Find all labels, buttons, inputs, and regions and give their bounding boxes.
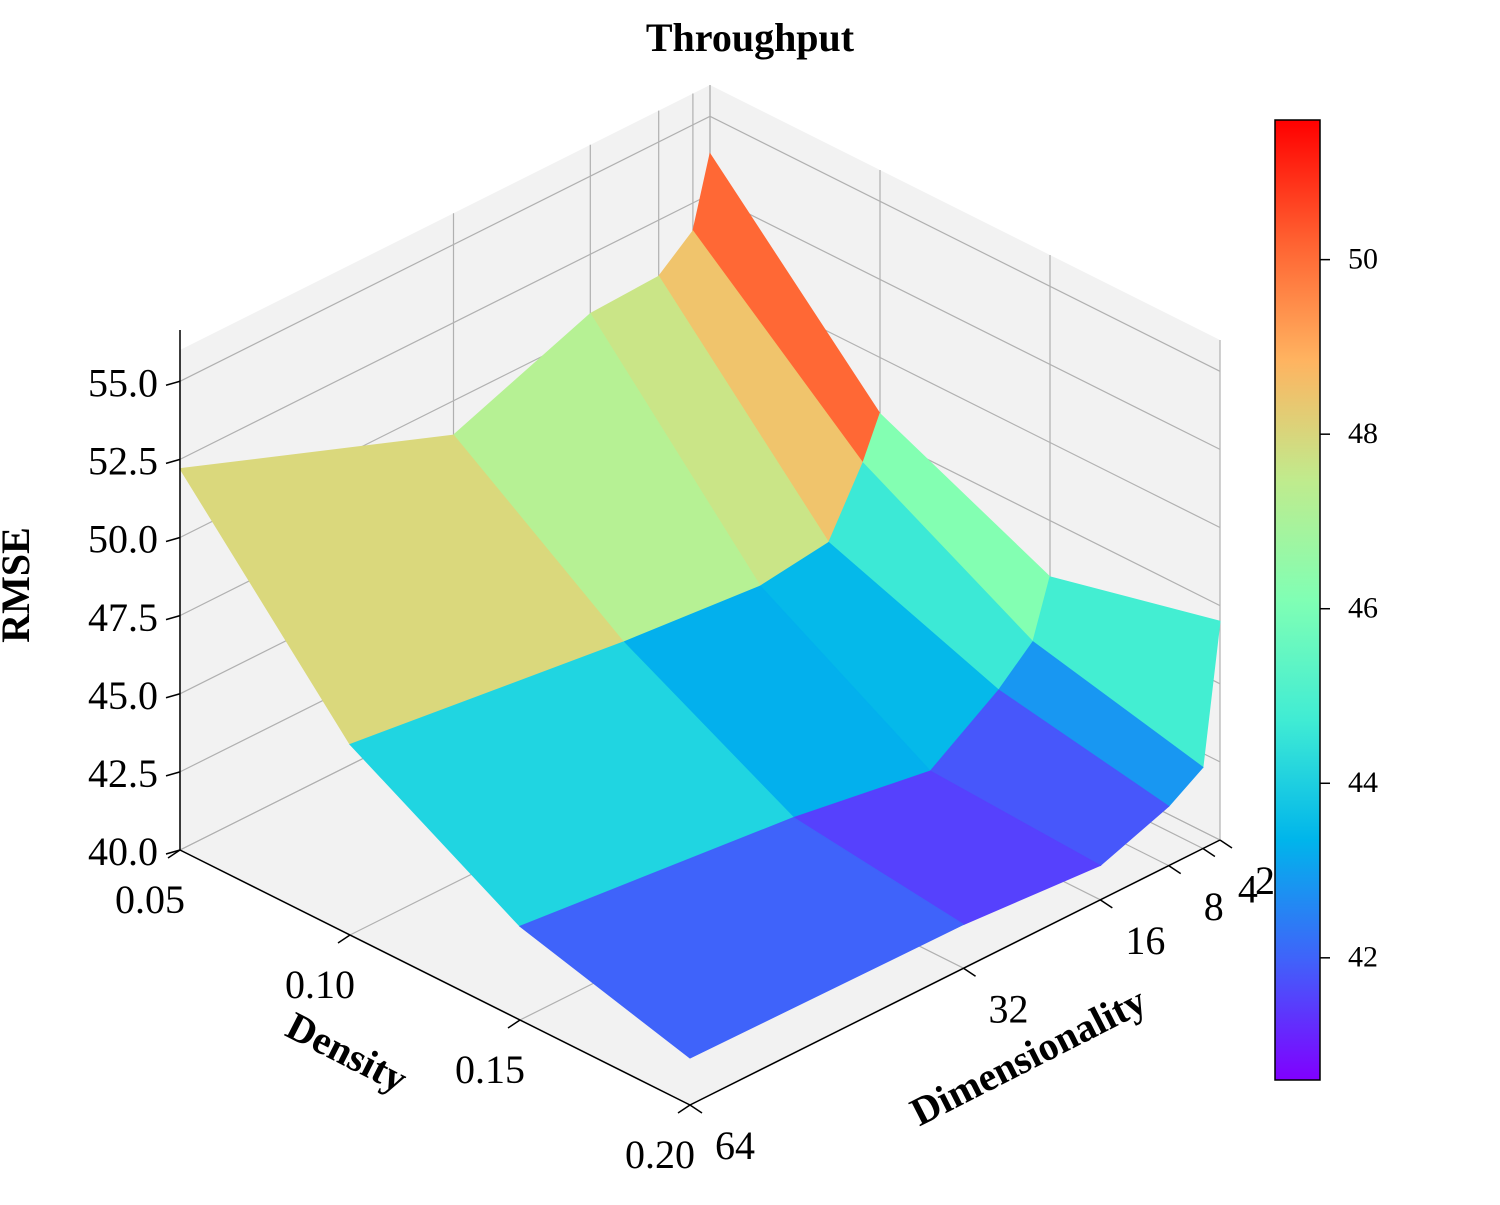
x-tick-label: 0.05 — [115, 877, 185, 922]
x-axis-label: Density — [279, 1003, 414, 1102]
y-axis-line — [689, 839, 1221, 1106]
y-tick-label: 16 — [1125, 918, 1165, 963]
y-tick-label: 2 — [1255, 858, 1275, 903]
y-tick-label: 4 — [1238, 867, 1258, 912]
z-tick — [165, 380, 181, 386]
x-tick-label: 0.20 — [625, 1132, 695, 1177]
z-tick-label: 50.0 — [88, 517, 158, 562]
y-tick — [1099, 899, 1113, 909]
colorbar-tick-label: 50 — [1348, 243, 1378, 276]
z-tick-label: 55.0 — [88, 360, 158, 405]
colorbar-tick-label: 46 — [1348, 592, 1378, 625]
z-axis-label: RMSE — [0, 527, 38, 643]
chart-title: Throughput — [646, 15, 855, 60]
x-tick — [337, 934, 351, 944]
x-tick — [167, 849, 181, 859]
z-tick-label: 52.5 — [88, 439, 158, 484]
z-tick — [165, 536, 181, 543]
z-tick — [165, 693, 181, 699]
z-tick-label: 47.5 — [88, 595, 158, 640]
y-tick — [689, 1104, 703, 1114]
y-tick — [1219, 839, 1233, 849]
y-tick-label: 32 — [989, 986, 1029, 1031]
z-tick-label: 42.5 — [88, 751, 158, 796]
x-axis-line — [179, 849, 691, 1106]
colorbar-tick-label: 48 — [1348, 417, 1378, 450]
z-tick-label: 40.0 — [88, 829, 158, 874]
x-tick — [507, 1019, 521, 1029]
y-tick — [1168, 865, 1182, 875]
x-tick-label: 0.15 — [455, 1047, 525, 1092]
y-tick — [963, 967, 976, 977]
y-tick-label: 8 — [1204, 884, 1224, 929]
x-tick-label: 0.10 — [285, 962, 355, 1007]
x-tick — [677, 1104, 691, 1114]
surface — [179, 152, 1221, 1059]
axes: 40.0 42.5 45.0 47.5 50.0 52.5 55.0 0.05 0.10 0.15… — [88, 330, 1275, 1177]
surface-face — [519, 817, 965, 1059]
z-tick — [165, 771, 181, 777]
colorbar — [1274, 119, 1321, 1081]
z-tick — [165, 458, 181, 465]
y-tick — [1202, 847, 1216, 858]
y-tick-label: 64 — [715, 1123, 755, 1168]
colorbar-tick-label: 42 — [1348, 941, 1378, 974]
z-tick-label: 45.0 — [88, 673, 158, 718]
z-tick — [165, 614, 181, 621]
colorbar-tick-label: 44 — [1348, 766, 1378, 799]
